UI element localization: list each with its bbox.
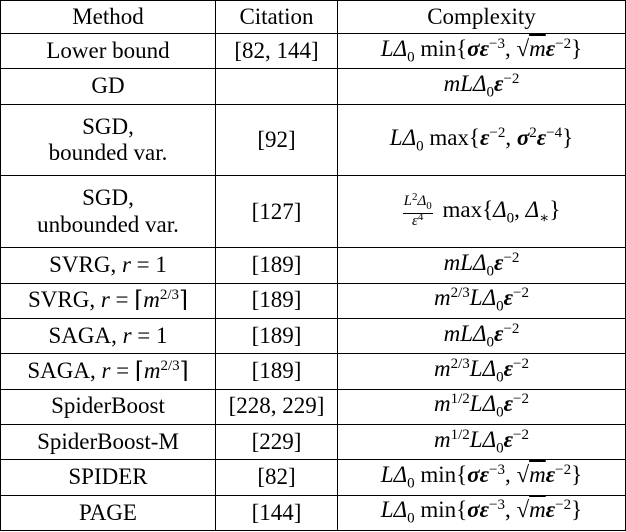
complexity-cell: LΔ0 min{σε−3, √mε−2}	[337, 459, 626, 496]
method-cell: SGD, unbounded var.	[0, 175, 216, 249]
citation-cell: [189]	[215, 317, 338, 355]
table-row: SPIDER [82] LΔ0 min{σε−3, √mε−2}	[0, 459, 626, 496]
citation-cell: [144]	[215, 494, 338, 532]
citation-cell: [189]	[215, 247, 338, 284]
complexity-cell: LΔ0 min{σε−3, √mε−2}	[337, 32, 626, 70]
complexity-cell: mLΔ0ε−2	[337, 247, 626, 284]
citation-cell: [189]	[215, 353, 338, 390]
method-cell: Lower bound	[0, 32, 216, 70]
complexity-cell: mLΔ0ε−2	[337, 68, 626, 105]
method-cell: SAGA, r = ⌈m2/3⌉	[0, 353, 216, 390]
table-row: SpiderBoost [228, 229] m1/2LΔ0ε−2	[0, 388, 626, 425]
table-row: PAGE [144] LΔ0 min{σε−3, √mε−2}	[0, 494, 626, 532]
citation-cell: [229]	[215, 423, 338, 461]
method-cell: SGD, bounded var.	[0, 103, 216, 177]
citation-cell: [82, 144]	[215, 32, 338, 70]
table-row: Lower bound [82, 144] LΔ0 min{σε−3, √mε−…	[0, 32, 626, 70]
table-row: SVRG, r = ⌈m2/3⌉ [189] m2/3LΔ0ε−2	[0, 282, 626, 319]
method-cell: SVRG, r = 1	[0, 247, 216, 284]
table-row: GD mLΔ0ε−2	[0, 68, 626, 105]
table-row: SGD, bounded var. [92] LΔ0 max{ε−2, σ2ε−4…	[0, 103, 626, 177]
complexity-cell: m1/2LΔ0ε−2	[337, 388, 626, 425]
table-row: SGD, unbounded var. [127] L2Δ0 ε4 max{Δ0, …	[0, 175, 626, 249]
method-cell: SpiderBoost	[0, 388, 216, 425]
complexity-cell: L2Δ0 ε4 max{Δ0, Δ∗}	[337, 175, 626, 249]
citation-cell: [228, 229]	[215, 388, 338, 425]
complexity-cell: m2/3LΔ0ε−2	[337, 282, 626, 319]
complexity-cell: m1/2LΔ0ε−2	[337, 423, 626, 461]
citation-cell: [189]	[215, 282, 338, 319]
citation-cell: [127]	[215, 175, 338, 249]
table-row: SpiderBoost-M [229] m1/2LΔ0ε−2	[0, 423, 626, 461]
complexity-cell: m2/3LΔ0ε−2	[337, 353, 626, 390]
complexity-cell: LΔ0 max{ε−2, σ2ε−4}	[337, 103, 626, 177]
header-method: Method	[0, 0, 216, 34]
complexity-cell: LΔ0 min{σε−3, √mε−2}	[337, 494, 626, 532]
header-row: Method Citation Complexity	[0, 0, 626, 34]
header-complexity: Complexity	[337, 0, 626, 34]
method-cell: PAGE	[0, 494, 216, 532]
method-cell: SAGA, r = 1	[0, 317, 216, 355]
citation-cell	[215, 68, 338, 105]
method-cell: GD	[0, 68, 216, 105]
method-cell: SVRG, r = ⌈m2/3⌉	[0, 282, 216, 319]
citation-cell: [82]	[215, 459, 338, 496]
table-row: SAGA, r = 1 [189] mLΔ0ε−2	[0, 317, 626, 355]
header-citation: Citation	[215, 0, 338, 34]
table-row: SVRG, r = 1 [189] mLΔ0ε−2	[0, 247, 626, 284]
complexity-cell: mLΔ0ε−2	[337, 317, 626, 355]
citation-cell: [92]	[215, 103, 338, 177]
method-cell: SpiderBoost-M	[0, 423, 216, 461]
table-row: SAGA, r = ⌈m2/3⌉ [189] m2/3LΔ0ε−2	[0, 353, 626, 390]
method-cell: SPIDER	[0, 459, 216, 496]
